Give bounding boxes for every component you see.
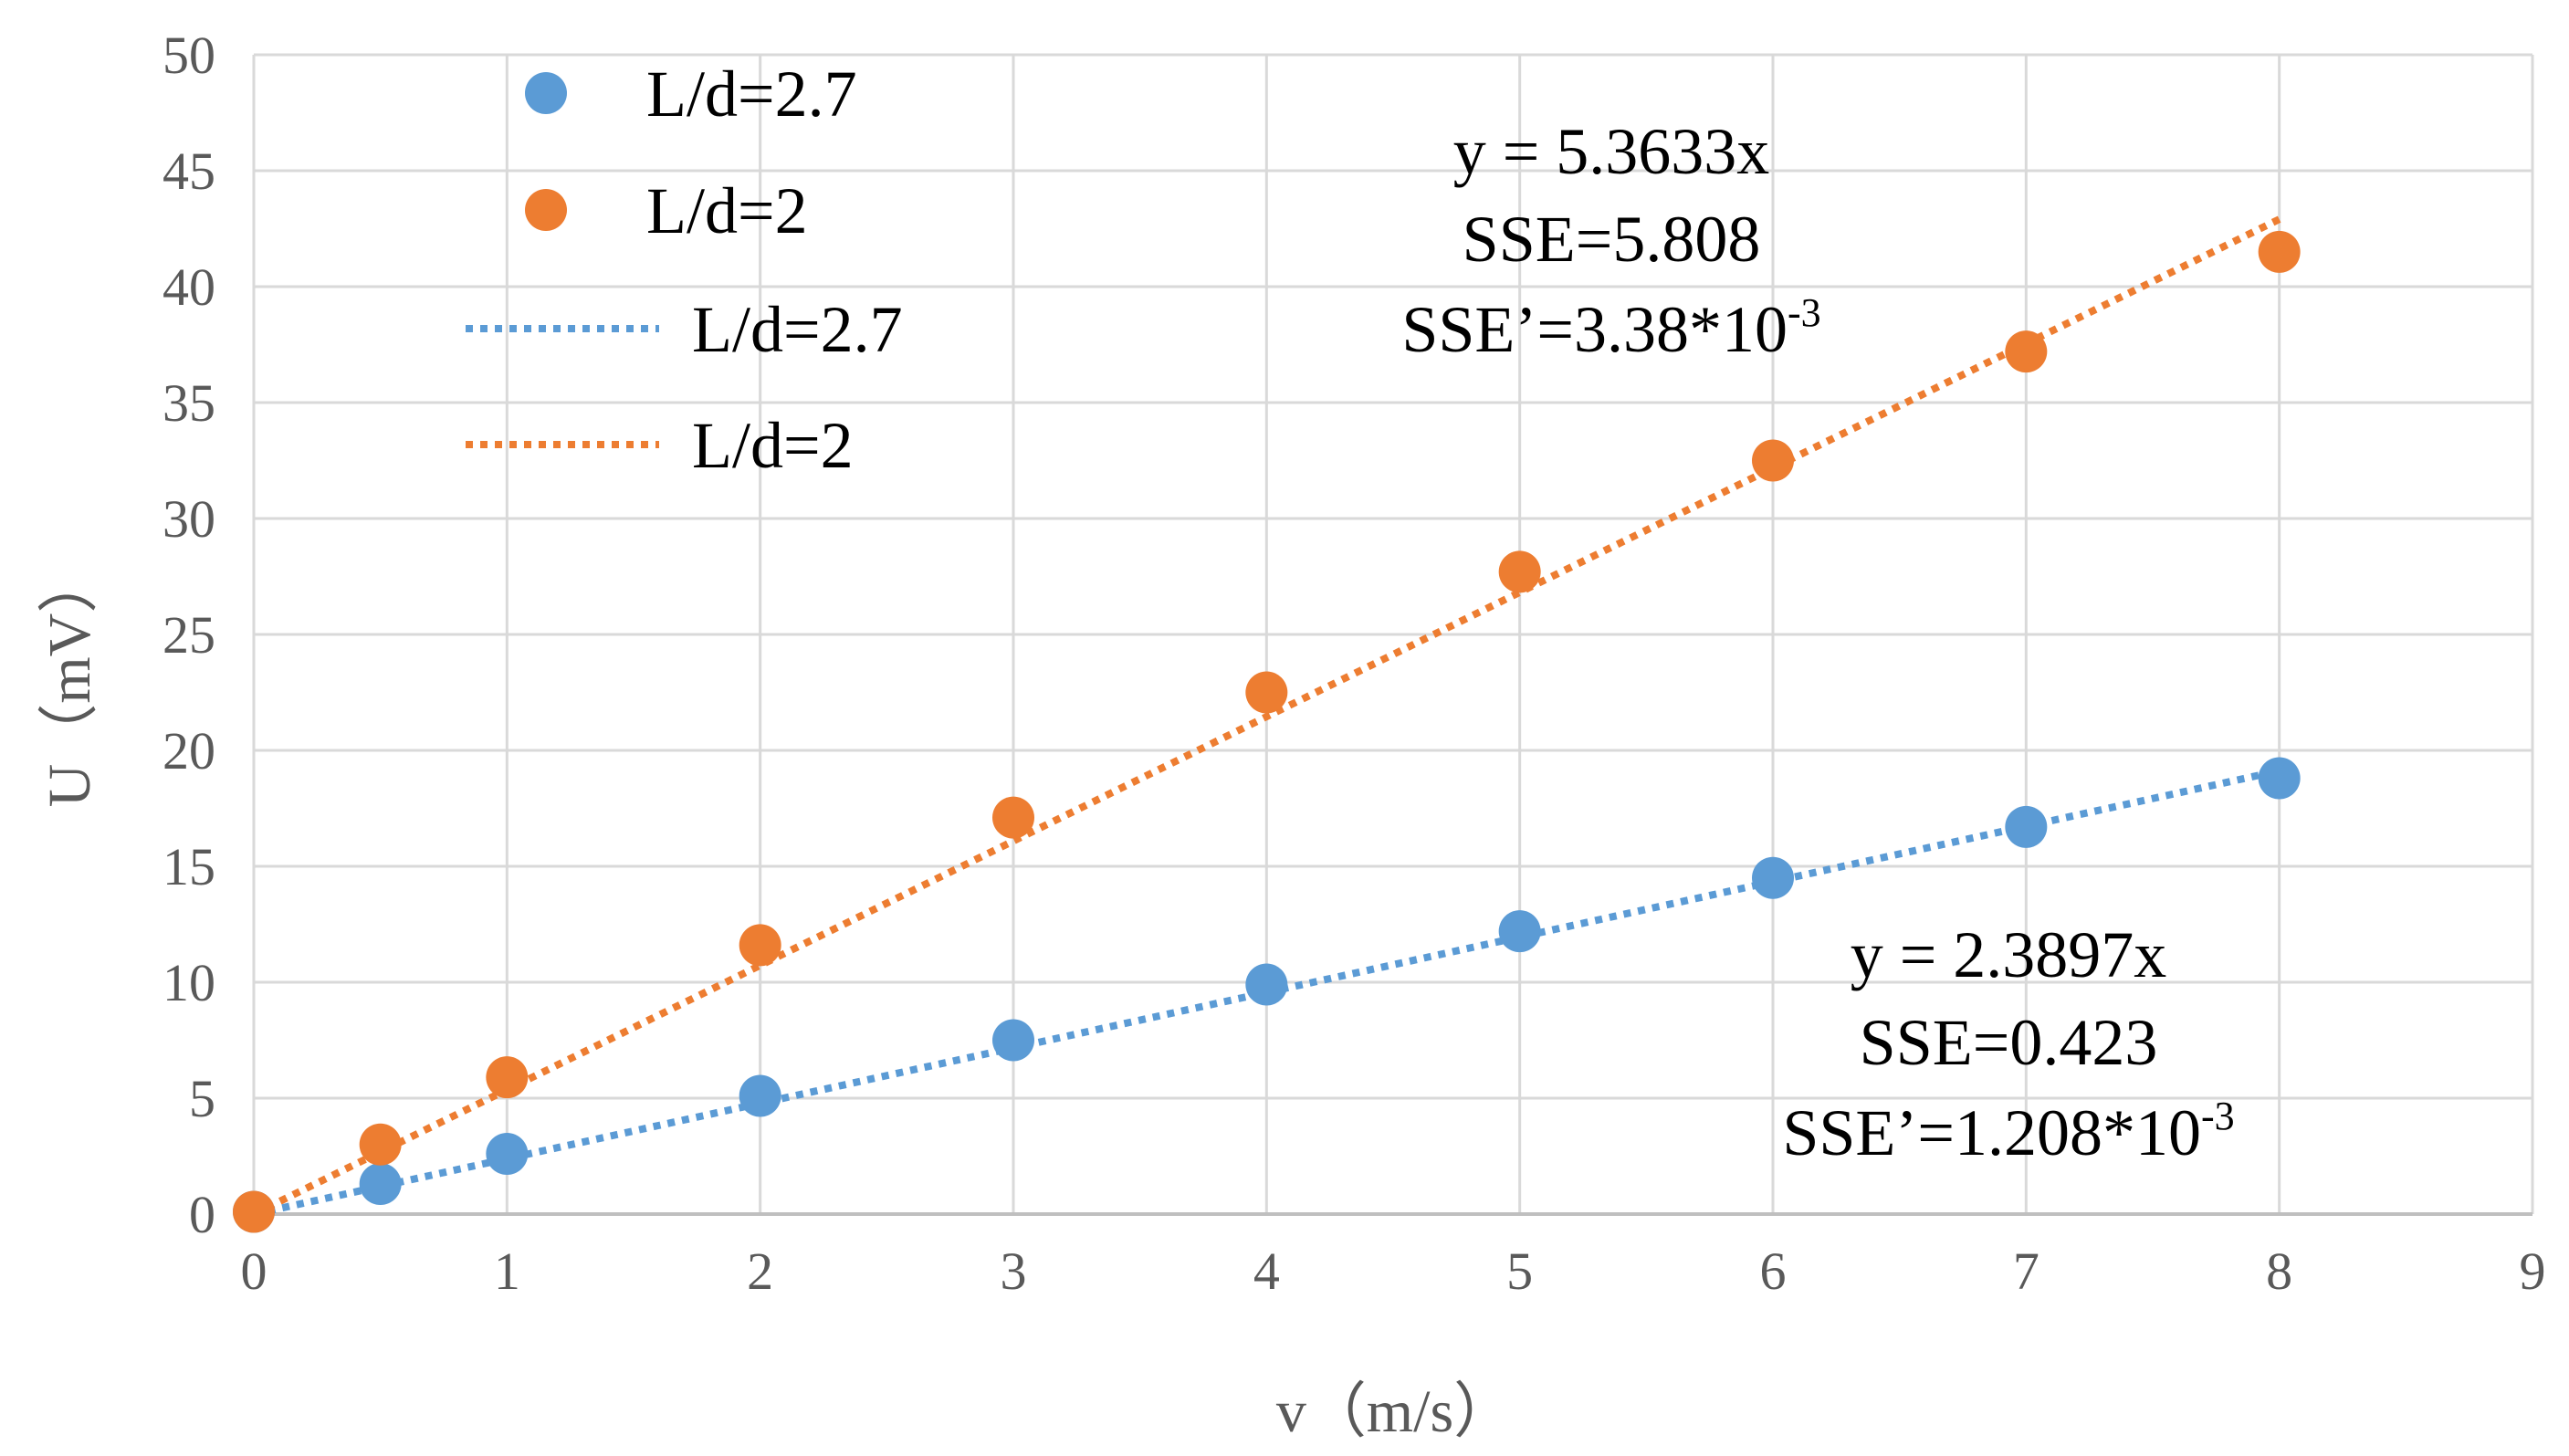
legend-label-orange-markers: L/d=2 <box>646 174 808 247</box>
data-point-series1-4 <box>992 796 1034 839</box>
annotation-orange-sse-prime-exp: -3 <box>1788 290 1821 335</box>
annotation-orange-sse: SSE=5.808 <box>1463 203 1761 276</box>
x-tick-label-2: 2 <box>747 1241 773 1301</box>
data-point-series0-5 <box>1245 963 1288 1006</box>
data-point-series0-4 <box>992 1019 1034 1062</box>
x-tick-label-7: 7 <box>2013 1241 2039 1301</box>
trendlines <box>252 215 2281 1218</box>
data-point-series1-9 <box>2258 230 2301 273</box>
y-tick-label-7: 35 <box>163 373 215 433</box>
legend-marker-blue <box>525 72 567 114</box>
annotation-blue-sse: SSE=0.423 <box>1860 1006 2158 1079</box>
x-tick-label-8: 8 <box>2266 1241 2292 1301</box>
annotation-blue-sse-prime-base: SSE’=1.208*10 <box>1782 1096 2201 1169</box>
y-tick-labels: 0 5 10 15 20 25 30 35 40 45 50 <box>163 26 215 1244</box>
data-point-series0-8 <box>2005 805 2048 848</box>
legend-entry-blue-trendline: L/d=2.7 <box>466 293 903 366</box>
data-point-series0-1 <box>359 1162 402 1205</box>
legend-label-blue-trendline: L/d=2.7 <box>692 293 903 366</box>
axes <box>252 55 2532 1216</box>
data-point-series0-2 <box>486 1132 529 1175</box>
legend: L/d=2.7 L/d=2 L/d=2.7 L/d=2 <box>466 58 903 482</box>
data-point-series0-6 <box>1498 910 1541 953</box>
x-tick-label-1: 1 <box>494 1241 520 1301</box>
data-point-series1-7 <box>1752 439 1794 482</box>
x-tick-label-9: 9 <box>2520 1241 2546 1301</box>
data-point-series1-0 <box>233 1190 275 1233</box>
annotation-orange-sse-prime: SSE’=3.38*10-3 <box>1401 290 1820 366</box>
data-point-series1-8 <box>2005 330 2048 373</box>
legend-label-blue-markers: L/d=2.7 <box>646 58 857 131</box>
x-tick-label-3: 3 <box>1001 1241 1027 1301</box>
data-point-series0-9 <box>2258 757 2301 800</box>
y-tick-label-5: 25 <box>163 605 215 665</box>
legend-label-orange-trendline: L/d=2 <box>692 409 854 482</box>
annotation-orange-equation: y = 5.3633x <box>1453 115 1770 188</box>
annotation-orange-sse-prime-base: SSE’=3.38*10 <box>1401 293 1788 366</box>
y-axis-title: U（mV） <box>37 553 103 808</box>
data-point-series0-7 <box>1752 856 1794 899</box>
data-point-series1-2 <box>486 1056 529 1099</box>
data-point-series1-3 <box>739 924 781 967</box>
x-axis-title: v（m/s） <box>1276 1378 1514 1445</box>
annotation-blue-sse-prime-exp: -3 <box>2201 1094 2235 1138</box>
y-tick-label-0: 0 <box>189 1185 215 1244</box>
y-tick-label-8: 40 <box>163 257 215 317</box>
annotation-blue-sse-prime: SSE’=1.208*10-3 <box>1782 1094 2234 1169</box>
x-tick-labels: 0 1 2 3 4 5 6 7 8 9 <box>241 1241 2546 1301</box>
trendline-1 <box>252 215 2281 1218</box>
x-tick-label-6: 6 <box>1760 1241 1787 1301</box>
legend-entry-orange-markers: L/d=2 <box>525 174 808 247</box>
x-tick-label-0: 0 <box>241 1241 267 1301</box>
legend-entry-blue-markers: L/d=2.7 <box>525 58 857 131</box>
y-tick-label-4: 20 <box>163 721 215 780</box>
x-tick-label-5: 5 <box>1506 1241 1533 1301</box>
y-tick-label-9: 45 <box>163 141 215 201</box>
gridlines <box>254 53 2534 1214</box>
data-point-series1-5 <box>1245 671 1288 714</box>
annotation-blue: y = 2.3897x SSE=0.423 SSE’=1.208*10-3 <box>1782 918 2234 1169</box>
trendline-0 <box>253 767 2281 1218</box>
annotation-blue-equation: y = 2.3897x <box>1851 918 2167 991</box>
y-tick-label-1: 5 <box>189 1069 215 1128</box>
data-point-series1-6 <box>1498 550 1541 593</box>
annotation-orange: y = 5.3633x SSE=5.808 SSE’=3.38*10-3 <box>1401 115 1820 366</box>
data-point-series0-3 <box>739 1074 781 1117</box>
y-tick-label-3: 15 <box>163 837 215 896</box>
legend-entry-orange-trendline: L/d=2 <box>466 409 854 482</box>
y-tick-label-2: 10 <box>163 953 215 1012</box>
x-tick-label-4: 4 <box>1253 1241 1280 1301</box>
data-point-series1-1 <box>359 1123 402 1166</box>
legend-marker-orange <box>525 189 567 231</box>
data-points <box>233 230 2301 1233</box>
y-tick-label-10: 50 <box>163 26 215 85</box>
y-tick-label-6: 30 <box>163 489 215 549</box>
